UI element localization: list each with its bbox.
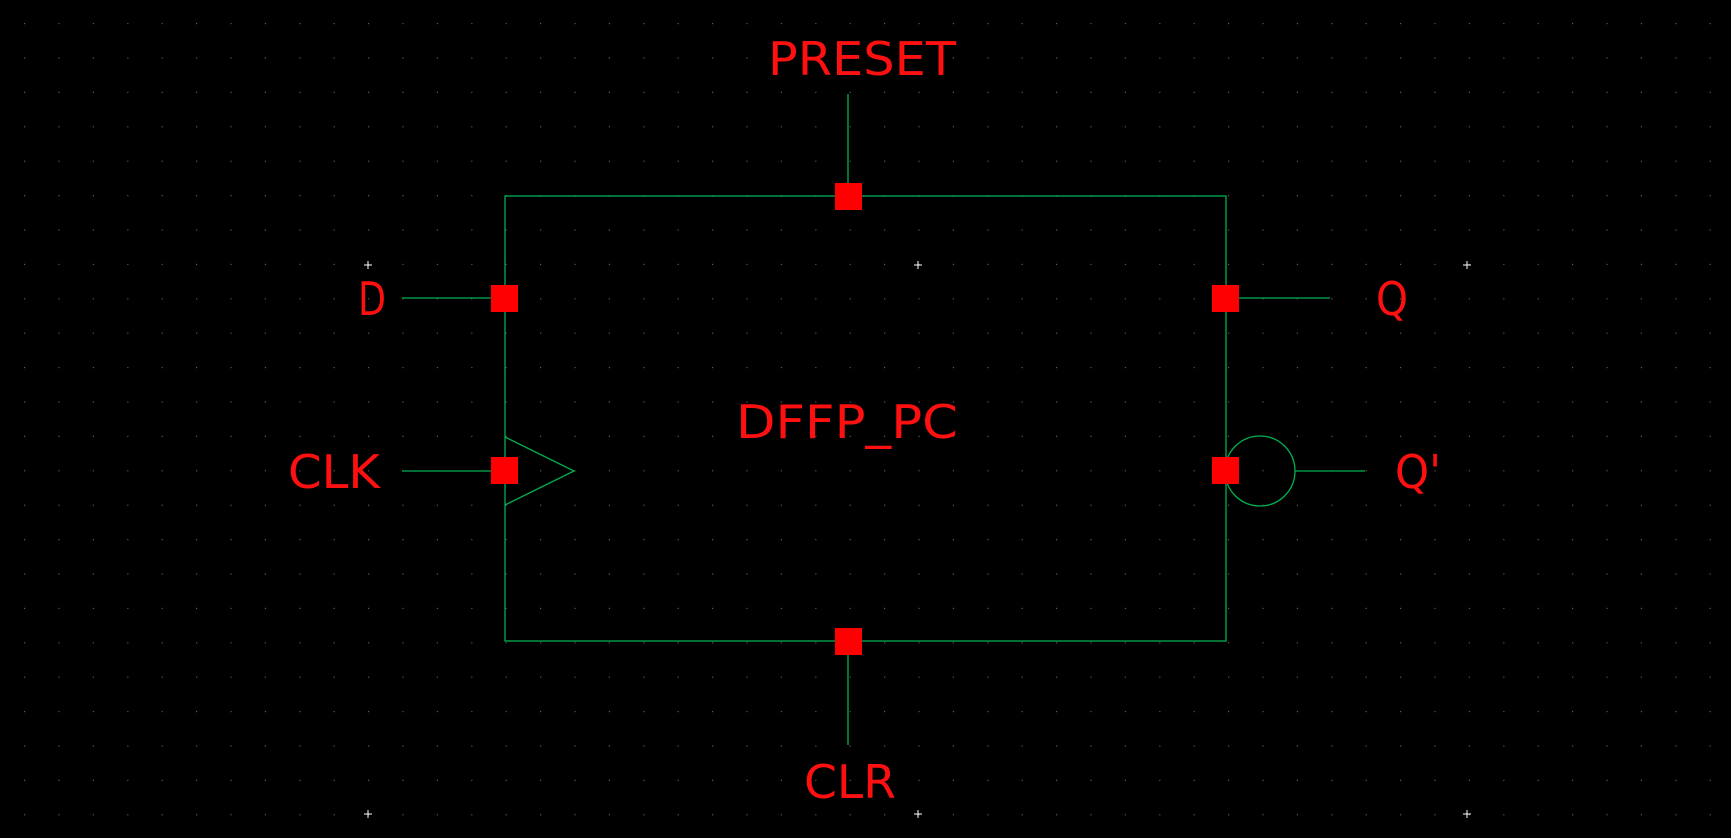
grid-dots	[24, 23, 1711, 816]
d-label: D	[358, 272, 386, 326]
grid-origin-cross-icon	[1463, 261, 1471, 269]
pin-q[interactable]	[1212, 285, 1239, 312]
pin-preset[interactable]	[835, 183, 862, 210]
pin-clk[interactable]	[491, 457, 518, 484]
pin-d[interactable]	[491, 285, 518, 312]
qbar-label: Q'	[1395, 445, 1441, 499]
cell-name-label: DFFP_PC	[736, 395, 958, 449]
clk-label: CLK	[288, 445, 382, 499]
pin-clr[interactable]	[835, 628, 862, 655]
pin-qbar[interactable]	[1212, 457, 1239, 484]
preset-label: PRESET	[768, 32, 957, 86]
grid-origin-cross-icon	[364, 810, 372, 818]
clock-triangle-icon	[504, 436, 576, 506]
grid-origin-cross-icon	[914, 810, 922, 818]
symbol-body[interactable]	[504, 195, 1227, 642]
grid-origin-cross-icon	[1463, 810, 1471, 818]
q-label: Q	[1376, 272, 1408, 326]
grid-origin-markers	[364, 261, 1471, 818]
dff-symbol[interactable]	[402, 94, 1365, 745]
grid-origin-cross-icon	[914, 261, 922, 269]
grid-origin-cross-icon	[364, 261, 372, 269]
clr-label: CLR	[804, 755, 896, 809]
